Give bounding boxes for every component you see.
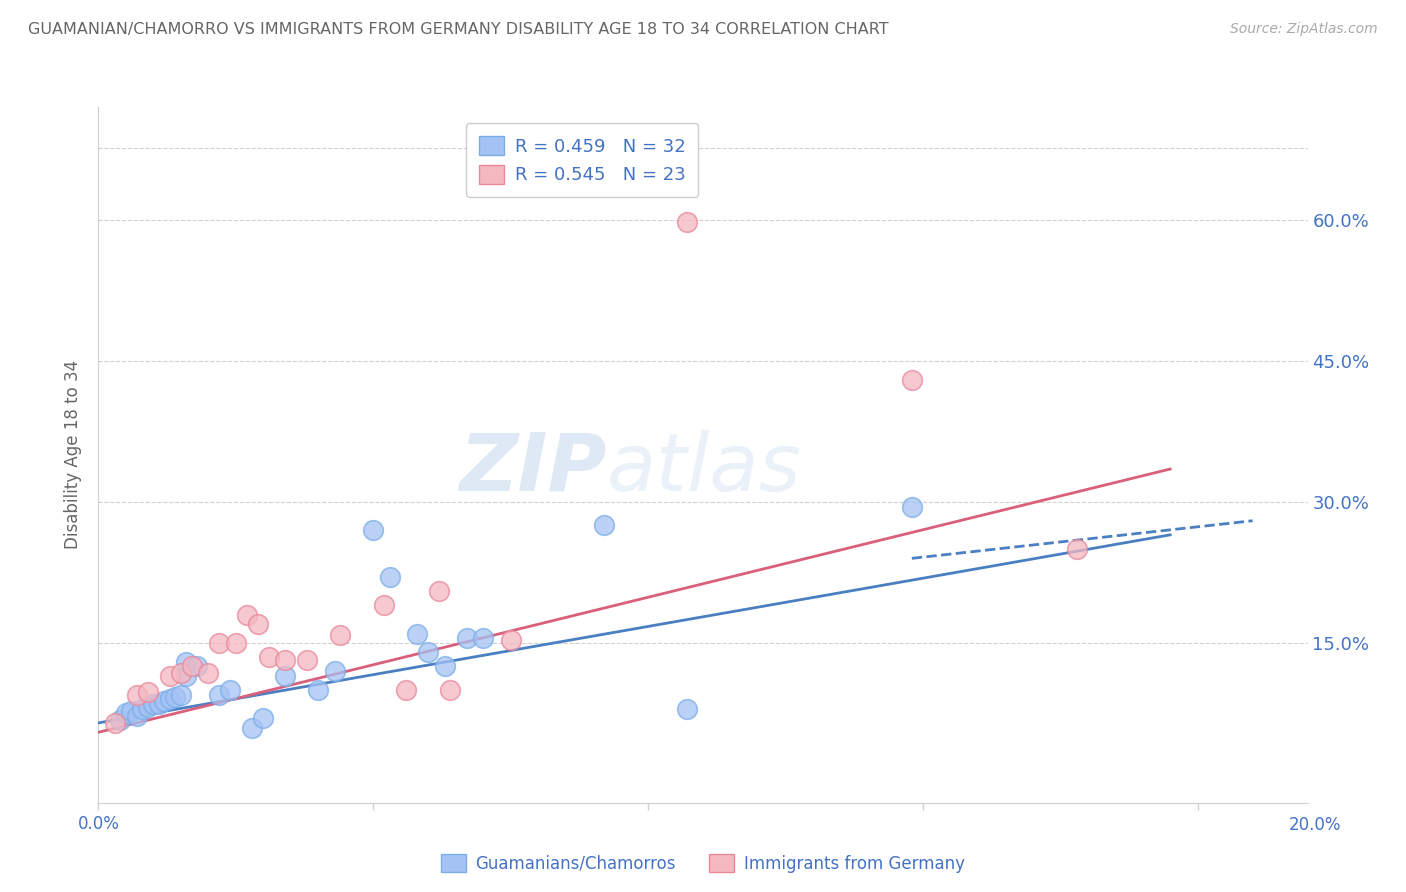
- Point: [165, 690, 187, 705]
- Point: [373, 599, 395, 613]
- Point: [427, 584, 450, 599]
- Point: [1066, 541, 1088, 556]
- Point: [197, 666, 219, 681]
- Point: [297, 653, 319, 667]
- Point: [499, 633, 522, 648]
- Point: [901, 373, 924, 387]
- Point: [104, 715, 127, 730]
- Point: [307, 683, 329, 698]
- Legend: Guamanians/Chamorros, Immigrants from Germany: Guamanians/Chamorros, Immigrants from Ge…: [434, 847, 972, 880]
- Point: [361, 523, 384, 537]
- Point: [675, 215, 697, 229]
- Point: [225, 636, 247, 650]
- Point: [176, 669, 198, 683]
- Point: [406, 626, 429, 640]
- Point: [208, 636, 231, 650]
- Point: [110, 713, 132, 727]
- Point: [378, 570, 401, 584]
- Point: [323, 664, 346, 678]
- Point: [153, 694, 176, 708]
- Point: [131, 702, 153, 716]
- Point: [159, 692, 181, 706]
- Point: [170, 688, 193, 702]
- Point: [329, 628, 352, 642]
- Point: [142, 697, 165, 711]
- Text: GUAMANIAN/CHAMORRO VS IMMIGRANTS FROM GERMANY DISABILITY AGE 18 TO 34 CORRELATIO: GUAMANIAN/CHAMORRO VS IMMIGRANTS FROM GE…: [28, 22, 889, 37]
- Y-axis label: Disability Age 18 to 34: Disability Age 18 to 34: [65, 360, 83, 549]
- Point: [901, 500, 924, 514]
- Point: [593, 518, 616, 533]
- Point: [675, 702, 697, 716]
- Point: [257, 650, 280, 665]
- Point: [252, 711, 274, 725]
- Point: [433, 659, 456, 673]
- Text: atlas: atlas: [606, 430, 801, 508]
- Point: [180, 659, 202, 673]
- Point: [148, 697, 170, 711]
- Point: [136, 685, 159, 699]
- Text: 20.0%: 20.0%: [1288, 816, 1341, 834]
- Point: [208, 688, 231, 702]
- Point: [395, 683, 418, 698]
- Point: [246, 617, 269, 632]
- Point: [236, 607, 259, 622]
- Point: [418, 645, 440, 659]
- Point: [159, 669, 181, 683]
- Point: [456, 632, 478, 646]
- Point: [176, 655, 198, 669]
- Point: [170, 666, 193, 681]
- Text: ZIP: ZIP: [458, 430, 606, 508]
- Point: [186, 659, 208, 673]
- Point: [274, 653, 297, 667]
- Point: [125, 709, 148, 723]
- Point: [125, 688, 148, 702]
- Legend: R = 0.459   N = 32, R = 0.545   N = 23: R = 0.459 N = 32, R = 0.545 N = 23: [465, 123, 699, 197]
- Point: [115, 706, 138, 721]
- Point: [274, 669, 297, 683]
- Text: Source: ZipAtlas.com: Source: ZipAtlas.com: [1230, 22, 1378, 37]
- Point: [120, 704, 142, 718]
- Point: [240, 721, 263, 735]
- Point: [472, 632, 495, 646]
- Point: [136, 699, 159, 714]
- Point: [219, 683, 242, 698]
- Point: [439, 683, 461, 698]
